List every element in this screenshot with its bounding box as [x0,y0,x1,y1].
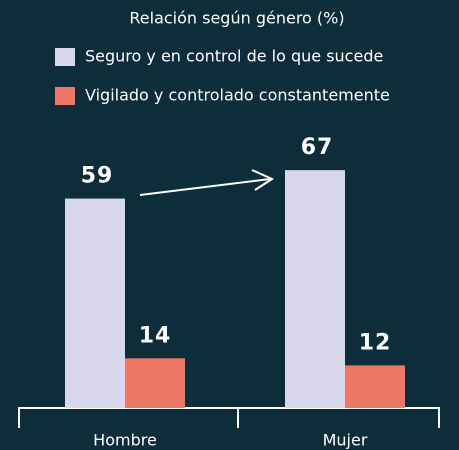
chart-title: Relación según género (%) [129,9,344,28]
data-label: 67 [301,135,334,160]
legend-swatch [55,87,75,105]
arrow [139,169,275,196]
x-tick-label: Hombre [93,431,157,450]
legend-label: Seguro y en control de lo que sucede [85,47,383,66]
data-label: 59 [81,164,114,189]
legend-swatch [55,48,75,66]
legend-label: Vigilado y controlado constantemente [85,86,390,105]
x-tick-label: Mujer [323,431,368,450]
bar [65,198,125,408]
bar [345,365,405,408]
data-label: 12 [359,330,392,355]
data-label: 14 [139,323,172,348]
bar [285,170,345,408]
bar [125,358,185,408]
